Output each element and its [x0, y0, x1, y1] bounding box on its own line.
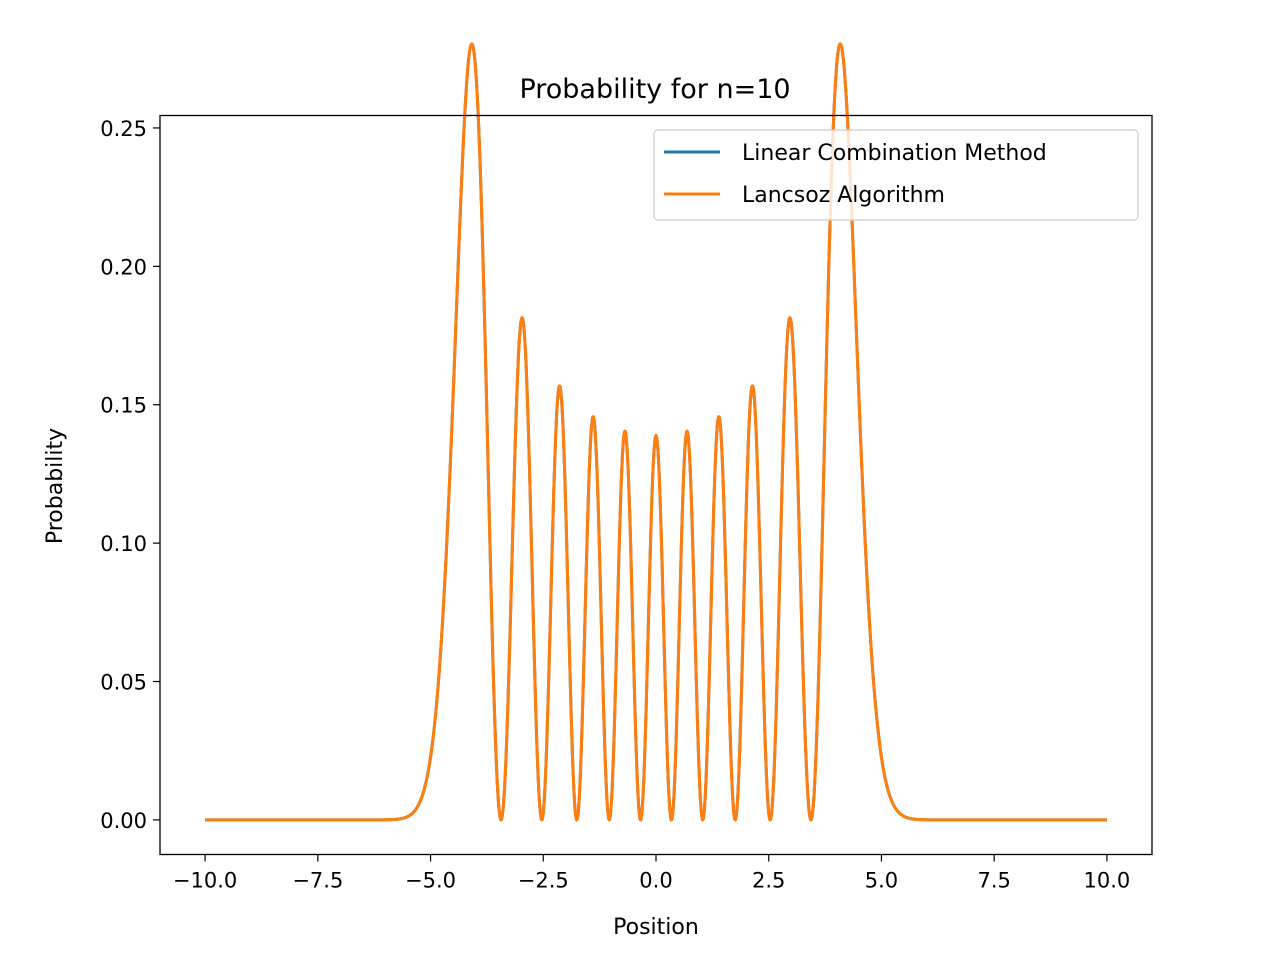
x-axis: −10.0 −7.5 −5.0 −2.5 0.0 2.5 5.0 7.5 10.0 — [173, 854, 1131, 893]
y-tick-label: 0.00 — [100, 809, 147, 833]
y-tick-label: 0.25 — [100, 117, 147, 141]
x-axis-title: Position — [613, 915, 699, 940]
x-tick-label: 10.0 — [1084, 869, 1131, 893]
x-tick-label: −7.5 — [292, 869, 343, 893]
plot-frame — [159, 114, 1153, 856]
y-axis-title: Probability — [43, 428, 68, 544]
x-tick-label: −10.0 — [173, 869, 237, 893]
y-tick-label: 0.10 — [100, 532, 147, 556]
series-line-1 — [204, 42, 1108, 822]
x-tick-label: −2.5 — [518, 869, 569, 893]
series-layer — [204, 42, 1108, 822]
legend: Linear Combination Method Lancsoz Algori… — [653, 129, 1139, 221]
y-tick-label: 0.05 — [100, 671, 147, 695]
legend-label-lancsoz: Lancsoz Algorithm — [742, 183, 945, 208]
legend-frame — [653, 129, 1139, 221]
y-tick-label: 0.20 — [100, 255, 147, 279]
x-tick-label: 2.5 — [752, 869, 785, 893]
x-tick-label: −5.0 — [405, 869, 456, 893]
y-tick-label: 0.15 — [100, 394, 147, 418]
chart-title: Probability for n=10 — [519, 74, 790, 105]
x-tick-label: 7.5 — [977, 869, 1010, 893]
legend-label-linear-combination: Linear Combination Method — [742, 141, 1047, 166]
x-tick-label: 0.0 — [639, 869, 672, 893]
x-tick-label: 5.0 — [865, 869, 898, 893]
y-axis: 0.00 0.05 0.10 0.15 0.20 0.25 — [100, 117, 160, 833]
